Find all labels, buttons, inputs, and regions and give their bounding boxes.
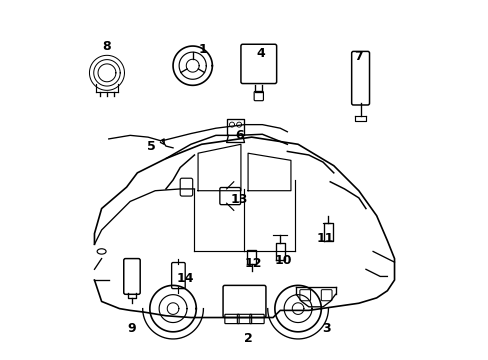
- Text: 5: 5: [147, 140, 156, 153]
- Text: 7: 7: [354, 50, 363, 63]
- Text: 1: 1: [199, 43, 207, 56]
- Text: 9: 9: [127, 322, 136, 335]
- Text: 8: 8: [102, 40, 111, 53]
- Text: 12: 12: [244, 257, 262, 270]
- Text: 3: 3: [322, 322, 330, 335]
- Text: 4: 4: [256, 47, 264, 60]
- Text: 13: 13: [230, 193, 247, 206]
- Text: 11: 11: [315, 233, 333, 246]
- Text: 2: 2: [243, 333, 252, 346]
- Text: 6: 6: [234, 129, 243, 142]
- Text: 10: 10: [274, 254, 292, 267]
- Text: 14: 14: [177, 272, 194, 285]
